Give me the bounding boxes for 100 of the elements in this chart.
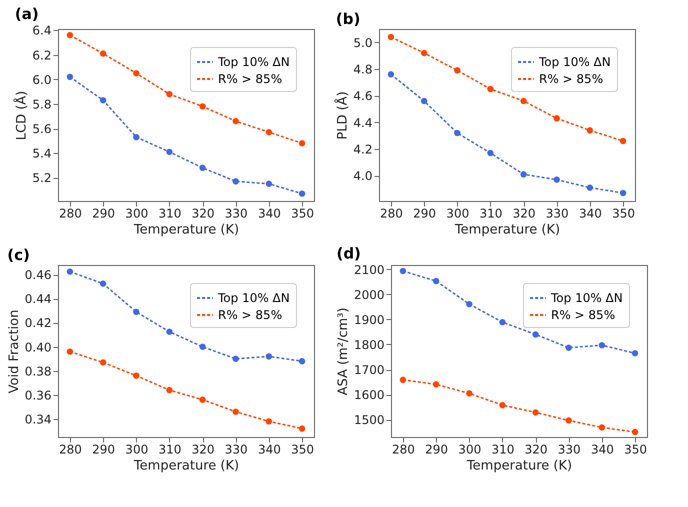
point	[232, 356, 239, 362]
point	[454, 67, 460, 74]
x-tick-label: 350	[624, 442, 648, 456]
y-tick-label: 6.2	[32, 48, 52, 62]
point	[66, 32, 74, 38]
y-axis-title: ASA (m²/cm³)	[336, 308, 351, 396]
point	[432, 278, 440, 284]
x-tick-label: 340	[258, 206, 281, 220]
point	[298, 425, 306, 432]
point	[66, 348, 74, 355]
point	[66, 268, 74, 275]
point	[420, 50, 428, 56]
point	[232, 178, 239, 184]
point	[487, 86, 494, 92]
x-tick-label: 280	[58, 206, 82, 220]
x-tick-label: 280	[392, 442, 415, 456]
legend-label: Top 10% ΔN	[217, 291, 290, 305]
legend-label: R% > 85%	[551, 308, 616, 322]
x-tick-label: 280	[380, 206, 403, 220]
point	[133, 372, 140, 379]
x-tick-label: 330	[546, 206, 569, 220]
point	[298, 140, 306, 146]
x-tick-label: 320	[192, 206, 215, 220]
y-tick-label: 0.44	[24, 292, 52, 306]
x-tick-label: 310	[158, 442, 182, 456]
y-tick-label: 0.40	[24, 340, 52, 354]
point	[388, 71, 394, 78]
point	[466, 390, 472, 397]
legend-label: R% > 85%	[218, 72, 282, 86]
legend-label: Top 10% ΔN	[550, 291, 623, 305]
x-tick-label: 280	[58, 442, 82, 456]
y-tick-label: 1900	[354, 312, 384, 327]
point	[232, 408, 239, 415]
point	[466, 300, 472, 308]
y-tick-label: 1600	[354, 388, 384, 402]
chart-title: (a)	[14, 5, 39, 24]
y-tick-label: 1700	[354, 363, 384, 378]
point	[232, 118, 239, 124]
y-tick-label: 6.0	[32, 72, 52, 87]
point	[554, 115, 560, 122]
point	[266, 418, 272, 425]
x-tick-label: 300	[125, 442, 148, 456]
point	[487, 150, 494, 156]
point	[432, 381, 440, 388]
point	[400, 268, 406, 274]
x-tick-label: 320	[192, 442, 215, 456]
point	[620, 190, 626, 196]
y-tick-label: 1500	[354, 413, 384, 428]
y-tick-label: 5.2	[32, 171, 52, 186]
point	[388, 34, 394, 40]
x-tick-label: 330	[224, 206, 248, 220]
point	[100, 50, 106, 57]
y-tick-label: 1800	[354, 338, 384, 352]
point	[199, 396, 206, 403]
point	[499, 402, 506, 408]
x-tick-label: 300	[125, 206, 148, 220]
point	[166, 148, 173, 156]
point	[620, 138, 626, 144]
point	[420, 98, 428, 104]
x-tick-label: 330	[224, 442, 248, 456]
point	[166, 386, 173, 394]
x-tick-label: 310	[491, 442, 514, 456]
point	[133, 70, 140, 76]
point	[199, 164, 206, 171]
y-tick-label: 2100	[354, 262, 384, 277]
x-tick-label: 290	[92, 442, 116, 456]
x-tick-label: 350	[291, 442, 314, 456]
point	[266, 353, 272, 360]
y-tick-label: 4.8	[353, 62, 372, 76]
legend-label: R% > 85%	[218, 308, 282, 322]
legend-label: Top 10% ΔN	[217, 55, 290, 69]
y-axis-title: PLD (Å)	[333, 91, 350, 140]
x-tick-label: 300	[458, 442, 482, 456]
y-tick-label: 5.8	[32, 97, 52, 112]
point	[532, 409, 539, 416]
x-tick-label: 350	[612, 206, 636, 220]
legend-label: Top 10% ΔN	[538, 55, 611, 69]
x-tick-label: 290	[413, 206, 436, 220]
x-tick-label: 340	[590, 442, 614, 456]
x-axis-title: Temperature (K)	[132, 222, 240, 238]
point	[266, 129, 272, 136]
point	[100, 359, 106, 366]
point	[499, 319, 506, 326]
y-tick-label: 0.46	[24, 268, 52, 282]
point	[400, 376, 406, 383]
x-tick-label: 330	[558, 442, 581, 456]
x-tick-label: 290	[92, 206, 116, 220]
y-axis-title: Void Fraction	[6, 310, 22, 394]
y-tick-label: 0.34	[24, 412, 52, 426]
point	[454, 130, 460, 136]
chart-title: (d)	[336, 244, 361, 262]
x-tick-label: 320	[512, 206, 536, 220]
point	[66, 74, 74, 80]
point	[632, 428, 638, 436]
x-tick-label: 340	[578, 206, 602, 220]
x-tick-label: 310	[479, 206, 502, 220]
point	[266, 180, 272, 187]
x-axis-title: Temperature (K)	[466, 458, 572, 474]
y-tick-label: 4.0	[353, 169, 372, 184]
point	[133, 308, 140, 316]
